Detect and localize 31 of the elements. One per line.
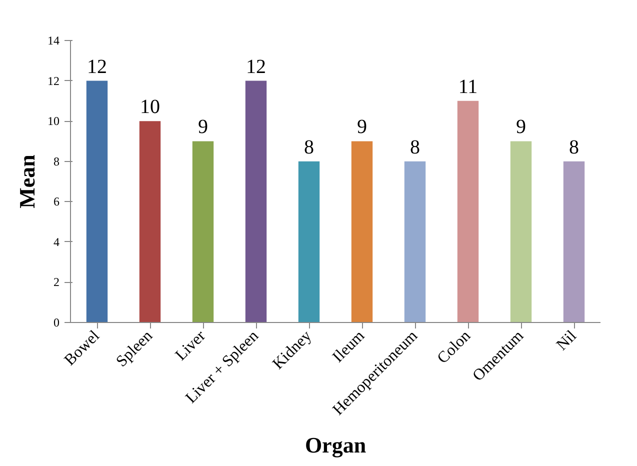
y-tick-label: 4 bbox=[54, 234, 60, 249]
data-label: 8 bbox=[304, 136, 314, 158]
data-label: 12 bbox=[87, 56, 107, 78]
data-label: 9 bbox=[357, 116, 367, 138]
x-tick-label: Nil bbox=[554, 327, 580, 354]
data-label: 8 bbox=[410, 136, 420, 158]
bar bbox=[139, 121, 161, 322]
y-tick-label: 6 bbox=[54, 194, 60, 209]
data-label: 12 bbox=[246, 56, 266, 78]
bar bbox=[563, 161, 585, 322]
data-label: 11 bbox=[458, 76, 478, 98]
bar bbox=[351, 141, 373, 322]
y-tick-label: 10 bbox=[48, 114, 60, 128]
y-tick-label: 2 bbox=[54, 275, 60, 290]
data-label: 9 bbox=[516, 116, 526, 138]
data-label: 10 bbox=[140, 96, 160, 118]
data-label: 8 bbox=[569, 136, 579, 158]
y-tick-label: 0 bbox=[54, 316, 60, 330]
bar bbox=[192, 141, 214, 322]
bar bbox=[457, 100, 479, 322]
y-tick-label: 12 bbox=[48, 74, 60, 88]
bar bbox=[510, 141, 532, 322]
bar bbox=[298, 161, 320, 322]
bar bbox=[404, 161, 426, 322]
data-label: 9 bbox=[198, 116, 208, 138]
bar bbox=[86, 80, 108, 322]
y-tick-label: 14 bbox=[48, 34, 60, 48]
bar bbox=[245, 80, 267, 322]
x-axis-title: Organ bbox=[304, 432, 366, 458]
y-tick-label: 8 bbox=[54, 154, 60, 168]
y-axis-title: Mean bbox=[14, 154, 40, 208]
